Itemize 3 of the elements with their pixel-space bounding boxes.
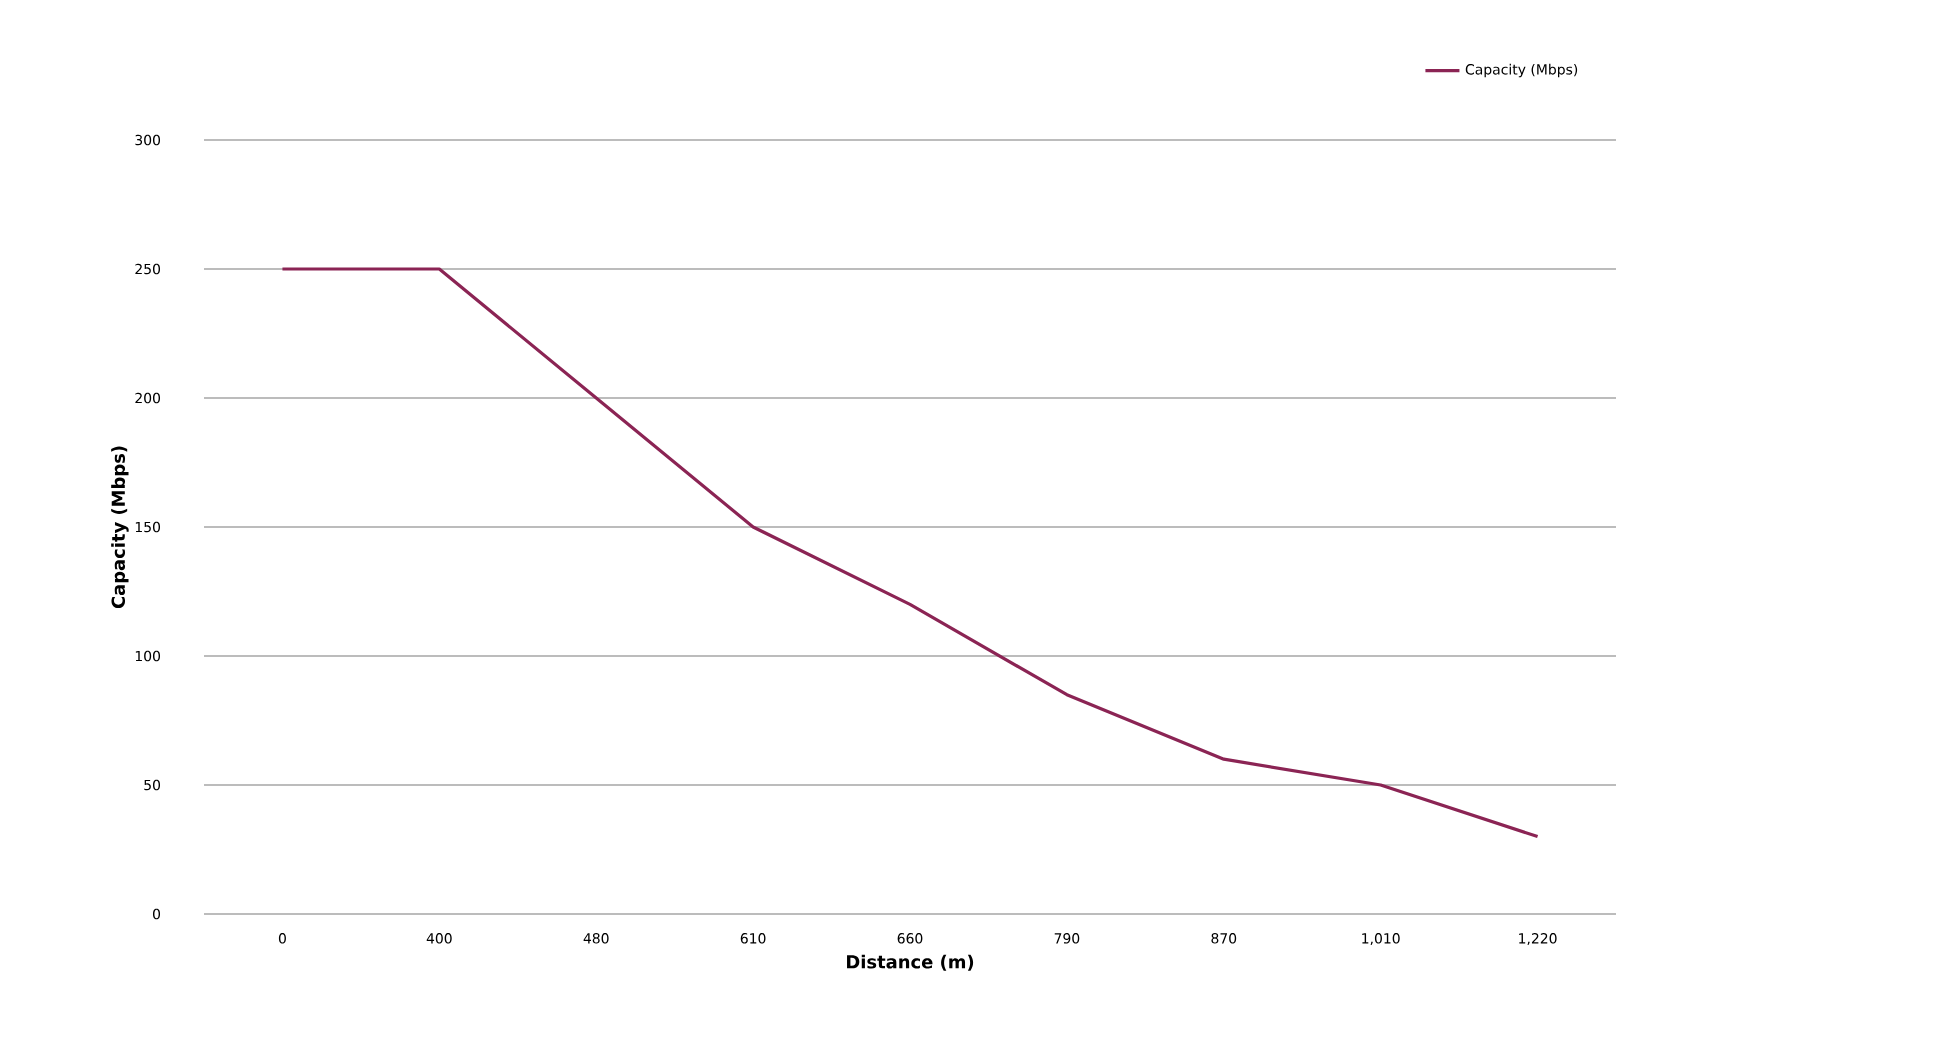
line-series xyxy=(280,267,1540,839)
x-axis-title: Distance (m) xyxy=(847,954,974,971)
y-axis-title: Capacity (Mbps) xyxy=(111,446,129,609)
